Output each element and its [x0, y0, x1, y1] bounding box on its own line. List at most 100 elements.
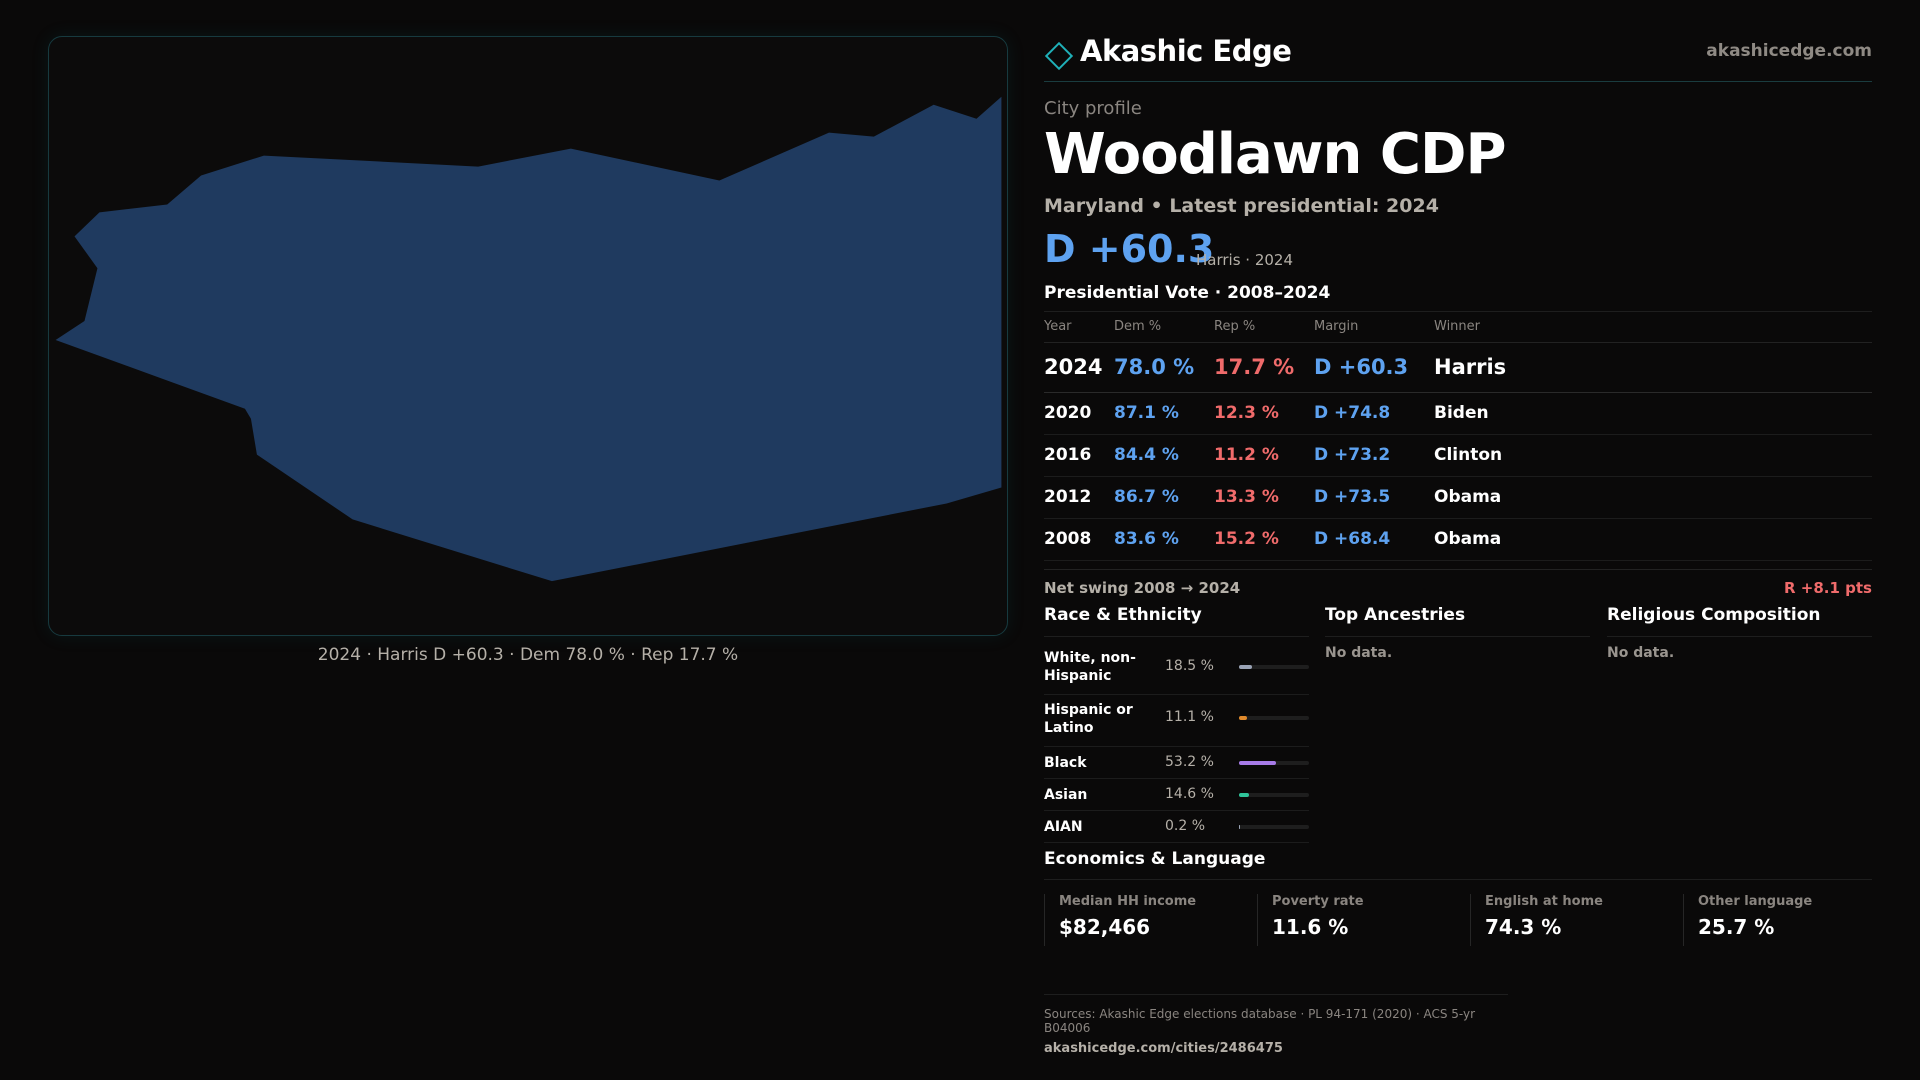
header: Akashic Edge akashicedge.com — [1044, 30, 1872, 82]
column-header-rep: Rep % — [1214, 312, 1314, 343]
year-cell: 2012 — [1044, 476, 1114, 519]
race-bar — [1239, 824, 1309, 829]
stat-label: Poverty rate — [1272, 893, 1364, 909]
race-row: Black 53.2 % — [1044, 747, 1309, 779]
year-cell: 2020 — [1044, 392, 1114, 435]
rep-cell: 13.3 % — [1214, 476, 1314, 519]
page-title: Woodlawn CDP — [1044, 122, 1507, 187]
table-row[interactable]: 2024 78.0 % 17.7 % D +60.3 Harris — [1044, 342, 1872, 393]
race-percent: 53.2 % — [1165, 753, 1214, 770]
year-cell: 2024 — [1044, 342, 1114, 393]
race-row: AIAN 0.2 % — [1044, 811, 1309, 843]
race-label: Black — [1044, 754, 1087, 771]
profile-kicker: City profile — [1044, 98, 1142, 119]
economics-title: Economics & Language — [1044, 849, 1872, 880]
race-bar-fill — [1239, 715, 1247, 720]
race-label: White, non-Hispanic — [1044, 649, 1136, 684]
rep-cell: 11.2 % — [1214, 434, 1314, 477]
margin-cell: D +60.3 — [1314, 342, 1434, 393]
winner-cell: Obama — [1434, 518, 1872, 561]
latest-margin: D +60.3 Harris · 2024 — [1044, 227, 1872, 273]
race-label: AIAN — [1044, 818, 1083, 835]
stat-poverty-rate: Poverty rate 11.6 % — [1257, 893, 1470, 946]
table-row[interactable]: 2012 86.7 % 13.3 % D +73.5 Obama — [1044, 476, 1872, 519]
net-swing-label: Net swing 2008 → 2024 — [1044, 578, 1241, 597]
winner-cell: Biden — [1434, 392, 1872, 435]
race-bar — [1239, 792, 1309, 797]
winner-cell: Obama — [1434, 476, 1872, 519]
map-caption: 2024 · Harris D +60.3 · Dem 78.0 % · Rep… — [317, 645, 739, 665]
dem-cell: 83.6 % — [1114, 518, 1214, 561]
race-bar — [1239, 715, 1309, 720]
margin-cell: D +68.4 — [1314, 518, 1434, 561]
stat-other-language: Other language 25.7 % — [1683, 893, 1872, 946]
net-swing-value: R +8.1 pts — [1784, 578, 1872, 597]
race-row: Hispanic or Latino 11.1 % — [1044, 695, 1309, 747]
margin-cell: D +73.5 — [1314, 476, 1434, 519]
table-header-row: Year Dem % Rep % Margin Winner — [1044, 312, 1872, 343]
race-ethnicity-card: Race & Ethnicity White, non-Hispanic 18.… — [1044, 605, 1309, 843]
year-cell: 2008 — [1044, 518, 1114, 561]
stat-median-income: Median HH income $82,466 — [1044, 893, 1257, 946]
race-bar — [1239, 760, 1309, 765]
race-percent: 0.2 % — [1165, 817, 1206, 834]
ancestries-empty: No data. — [1325, 644, 1393, 661]
religion-empty: No data. — [1607, 644, 1675, 661]
brand-name[interactable]: Akashic Edge — [1080, 34, 1292, 68]
diamond-logo-icon — [1044, 41, 1074, 71]
race-label: Hispanic or Latino — [1044, 701, 1133, 736]
net-swing: Net swing 2008 → 2024 R +8.1 pts — [1044, 568, 1872, 601]
table-row[interactable]: 2016 84.4 % 11.2 % D +73.2 Clinton — [1044, 434, 1872, 477]
demographics-section: Race & Ethnicity White, non-Hispanic 18.… — [1044, 605, 1872, 843]
profile-subtitle: Maryland • Latest presidential: 2024 — [1044, 195, 1439, 217]
rep-cell: 12.3 % — [1214, 392, 1314, 435]
rep-cell: 15.2 % — [1214, 518, 1314, 561]
presidential-vote-table: Year Dem % Rep % Margin Winner 2024 78.0… — [1044, 312, 1872, 561]
column-header-margin: Margin — [1314, 312, 1434, 343]
stat-value: $82,466 — [1059, 914, 1151, 939]
dem-cell: 87.1 % — [1114, 392, 1214, 435]
column-header-dem: Dem % — [1114, 312, 1214, 343]
column-header-winner: Winner — [1434, 312, 1872, 343]
race-percent: 18.5 % — [1165, 657, 1214, 674]
race-percent: 14.6 % — [1165, 785, 1214, 802]
page-url-link[interactable]: akashicedge.com/cities/2486475 — [1044, 1041, 1283, 1056]
map-panel[interactable] — [48, 36, 1008, 636]
stat-value: 74.3 % — [1485, 914, 1562, 939]
race-label: Asian — [1044, 786, 1088, 803]
ancestries-title: Top Ancestries — [1325, 605, 1590, 637]
dem-cell: 86.7 % — [1114, 476, 1214, 519]
column-header-year: Year — [1044, 312, 1114, 343]
site-link[interactable]: akashicedge.com — [1706, 41, 1872, 61]
race-bar-fill — [1239, 760, 1277, 765]
city-boundary-shape[interactable] — [55, 96, 1002, 582]
race-ethnicity-title: Race & Ethnicity — [1044, 605, 1309, 637]
latest-margin-note: Harris · 2024 — [1196, 251, 1294, 269]
stat-label: Other language — [1698, 893, 1813, 909]
stat-label: English at home — [1485, 893, 1603, 909]
race-percent: 11.1 % — [1165, 708, 1214, 725]
stat-value: 11.6 % — [1272, 914, 1349, 939]
winner-cell: Clinton — [1434, 434, 1872, 477]
race-bar-fill — [1239, 792, 1250, 797]
year-cell: 2016 — [1044, 434, 1114, 477]
race-bar-fill — [1239, 664, 1252, 669]
economics-stats: Median HH income $82,466 Poverty rate 11… — [1044, 893, 1872, 968]
race-row: White, non-Hispanic 18.5 % — [1044, 637, 1309, 695]
winner-cell: Harris — [1434, 342, 1872, 393]
city-boundary-map[interactable] — [49, 37, 1007, 635]
religion-card: Religious Composition No data. — [1607, 605, 1872, 661]
religion-title: Religious Composition — [1607, 605, 1872, 637]
margin-cell: D +74.8 — [1314, 392, 1434, 435]
sources-text: Sources: Akashic Edge elections database… — [1044, 1007, 1476, 1035]
dem-cell: 78.0 % — [1114, 342, 1214, 393]
footer: Sources: Akashic Edge elections database… — [1044, 994, 1508, 1056]
table-row[interactable]: 2008 83.6 % 15.2 % D +68.4 Obama — [1044, 518, 1872, 561]
rep-cell: 17.7 % — [1214, 342, 1314, 393]
stat-value: 25.7 % — [1698, 914, 1775, 939]
ancestries-card: Top Ancestries No data. — [1325, 605, 1590, 661]
profile-panel: Akashic Edge akashicedge.com City profil… — [1044, 30, 1872, 968]
vote-section-title: Presidential Vote · 2008–2024 — [1044, 283, 1872, 312]
dem-cell: 84.4 % — [1114, 434, 1214, 477]
table-row[interactable]: 2020 87.1 % 12.3 % D +74.8 Biden — [1044, 392, 1872, 435]
